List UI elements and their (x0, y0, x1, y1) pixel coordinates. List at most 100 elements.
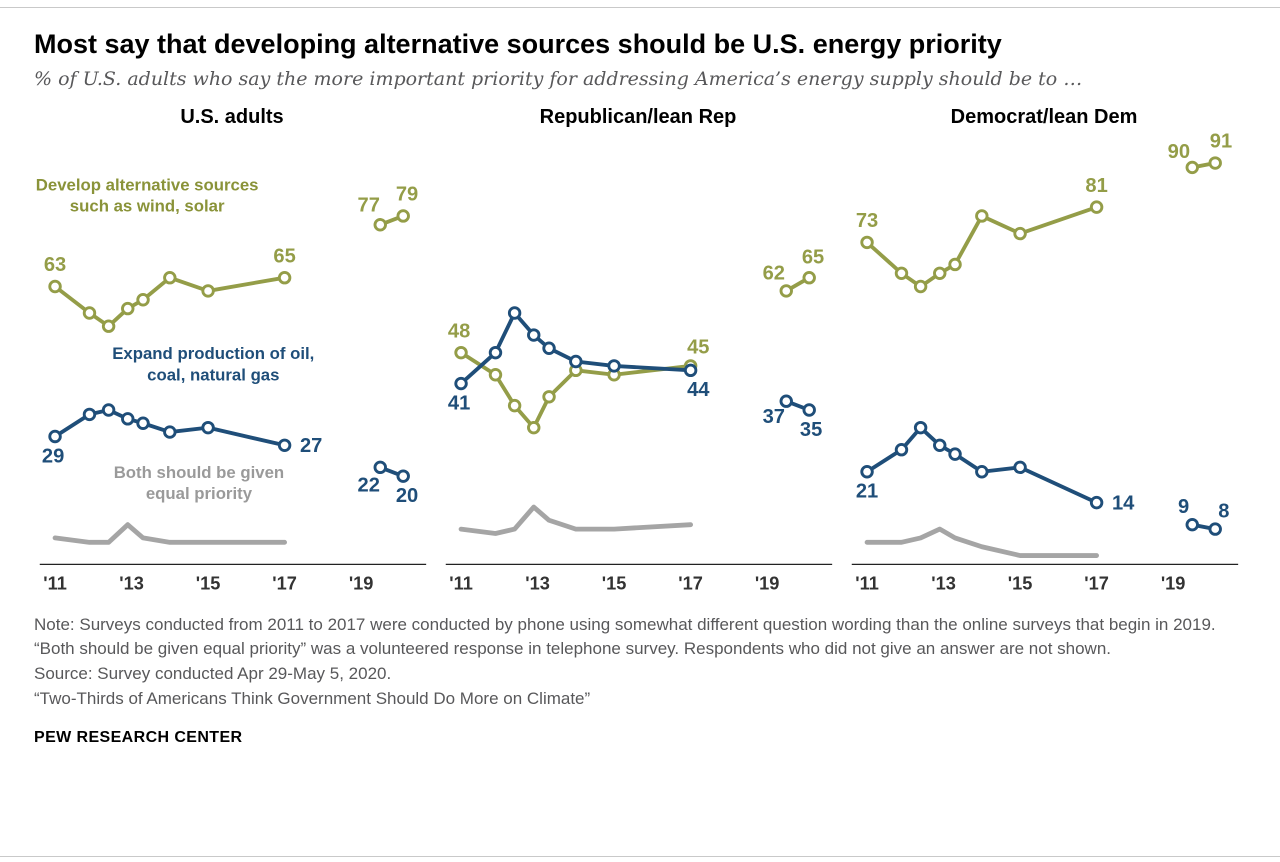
chart-panels: U.S. adults '11 '13 '15 '17 '19 63 65 77 79 29 27 2… (34, 106, 1242, 603)
x-tick-label: '13 (525, 574, 550, 594)
data-point (860, 465, 874, 479)
value-label: 79 (396, 184, 418, 206)
series-annotation: coal, natural gas (147, 366, 279, 385)
data-point (975, 209, 989, 224)
value-label: 41 (448, 393, 470, 415)
x-tick-label: '11 (43, 574, 67, 594)
value-label: 37 (763, 407, 785, 429)
data-point (488, 368, 503, 382)
value-label: 90 (1168, 141, 1190, 163)
x-tick-label: '17 (272, 574, 297, 594)
panel-svg-2: '11 '13 '15 '17 '19 73 81 90 91 21 14 9 8 (851, 131, 1239, 594)
series-line (52, 522, 288, 546)
data-point (454, 346, 468, 360)
series-annotation: such as wind, solar (70, 197, 225, 216)
data-point (82, 306, 97, 321)
x-tick-label: '19 (755, 574, 780, 594)
panel-republican: Republican/lean Rep '11 '13 '15 '17 '19 48 45 6… (440, 106, 836, 603)
data-point (373, 218, 387, 232)
value-label: 77 (358, 195, 380, 217)
panel-title-us-adults: U.S. adults (180, 106, 284, 129)
value-label: 81 (1085, 175, 1107, 197)
x-tick-label: '11 (449, 574, 473, 594)
panel-democrat: Democrat/lean Dem '11 '13 '15 '17 '19 73 81 90 9… (846, 106, 1242, 603)
x-tick-label: '15 (602, 574, 627, 594)
series-line (864, 527, 1100, 559)
value-label: 22 (358, 475, 380, 497)
panel-svg-0: '11 '13 '15 '17 '19 63 65 77 79 29 27 22 20 Develop a… (36, 176, 427, 594)
data-point (1013, 227, 1027, 241)
data-point (802, 403, 816, 418)
source-text: Source: Survey conducted Apr 29-May 5, 2… (34, 664, 392, 684)
panel-us-adults: U.S. adults '11 '13 '15 '17 '19 63 65 77 79 29 27 2… (34, 106, 430, 603)
top-divider (0, 7, 1280, 8)
data-point (48, 430, 62, 444)
data-point (507, 306, 522, 321)
data-point (101, 319, 116, 334)
data-point (396, 469, 410, 484)
data-point (913, 421, 928, 435)
data-point (121, 412, 135, 426)
note-text: Note: Surveys conducted from 2011 to 201… (34, 615, 1216, 658)
data-point (48, 280, 62, 294)
data-point (1185, 518, 1199, 532)
x-tick-label: '11 (855, 574, 879, 594)
data-point (1208, 522, 1222, 537)
data-point (542, 390, 556, 404)
value-label: 35 (800, 419, 822, 441)
data-point (802, 271, 816, 285)
data-point (163, 271, 177, 285)
data-point (277, 271, 292, 285)
data-point (894, 266, 909, 281)
data-point (136, 416, 150, 431)
series-line (458, 505, 694, 537)
x-tick-label: '17 (1084, 574, 1109, 594)
series-annotation: Expand production of oil, (112, 345, 314, 364)
x-tick-label: '15 (1008, 574, 1033, 594)
page-subtitle: % of U.S. adults who say the more import… (34, 68, 1083, 91)
x-tick-label: '17 (678, 574, 703, 594)
data-point (507, 399, 522, 413)
value-label: 62 (763, 263, 785, 285)
data-point (1089, 200, 1104, 215)
data-point (975, 465, 989, 479)
footer-notes: Note: Surveys conducted from 2011 to 201… (34, 613, 1242, 749)
data-point (201, 284, 215, 299)
data-point (1208, 156, 1222, 171)
data-point (860, 236, 874, 250)
value-label: 91 (1210, 131, 1232, 153)
data-point (136, 293, 150, 307)
panel-title-democrat: Democrat/lean Dem (950, 106, 1138, 129)
value-label: 20 (396, 485, 418, 507)
data-point (607, 359, 621, 374)
value-label: 9 (1178, 497, 1189, 519)
data-point (683, 363, 698, 378)
data-point (933, 266, 947, 281)
page-title: Most say that developing alternative sou… (34, 29, 1002, 59)
value-label: 27 (300, 435, 322, 457)
series-annotation: equal priority (146, 485, 253, 504)
data-point (373, 461, 387, 475)
data-point (82, 408, 97, 422)
x-tick-label: '19 (349, 574, 374, 594)
x-tick-label: '13 (119, 574, 144, 594)
data-point (948, 258, 962, 272)
panel-title-republican: Republican/lean Rep (539, 106, 737, 129)
data-point (1089, 496, 1104, 510)
x-tick-label: '13 (931, 574, 956, 594)
data-point (201, 421, 215, 435)
value-label: 29 (42, 446, 64, 468)
value-label: 48 (448, 321, 470, 343)
x-tick-label: '19 (1161, 574, 1186, 594)
value-label: 14 (1112, 493, 1135, 515)
bottom-divider (0, 856, 1280, 857)
value-label: 63 (44, 255, 66, 277)
data-point (948, 447, 962, 462)
data-point (542, 341, 556, 356)
brand-label: PEW RESEARCH CENTER (34, 728, 243, 746)
data-point (933, 438, 947, 453)
x-tick-label: '15 (196, 574, 221, 594)
data-point (396, 209, 410, 224)
data-point (569, 355, 583, 369)
data-point (1185, 161, 1199, 175)
